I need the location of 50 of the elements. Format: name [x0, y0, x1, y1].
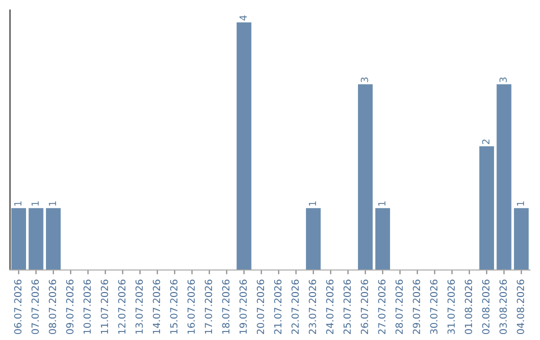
- x-tick-label: 16.07.2026: [187, 280, 195, 334]
- data-label: 1: [378, 201, 386, 206]
- x-tick-label: 02.08.2026: [482, 280, 490, 334]
- data-label: 1: [48, 201, 56, 206]
- x-tick-label: 19.07.2026: [239, 280, 247, 334]
- bar: [358, 84, 373, 270]
- x-tick-label: 10.07.2026: [83, 280, 91, 334]
- x-tick-label: 29.07.2026: [412, 280, 420, 334]
- x-tick-label: 20.07.2026: [256, 280, 264, 334]
- x-tick-label: 28.07.2026: [395, 280, 403, 334]
- x-tick-label: 21.07.2026: [274, 280, 282, 334]
- data-label: 1: [516, 201, 524, 206]
- x-tick-label: 11.07.2026: [100, 280, 108, 334]
- x-tick-label: 31.07.2026: [447, 280, 455, 334]
- x-tick-label: 09.07.2026: [66, 280, 74, 334]
- x-tick-label: 08.07.2026: [48, 280, 56, 334]
- x-tick-label: 04.08.2026: [516, 280, 524, 334]
- data-label: 1: [14, 201, 22, 206]
- x-tick-label: 24.07.2026: [326, 280, 334, 334]
- x-tick-label: 25.07.2026: [343, 280, 351, 334]
- x-tick-label: 27.07.2026: [378, 280, 386, 334]
- bar: [236, 22, 252, 270]
- x-tick-label: 22.07.2026: [291, 280, 299, 334]
- bar: [46, 208, 61, 270]
- x-tick-label: 12.07.2026: [118, 280, 126, 334]
- bar: [514, 208, 529, 270]
- x-tick-label: 14.07.2026: [152, 280, 160, 334]
- data-label: 1: [308, 201, 316, 206]
- x-tick-label: 17.07.2026: [204, 280, 212, 334]
- x-tick-label: 03.08.2026: [499, 280, 507, 334]
- data-label: 3: [499, 77, 507, 82]
- x-tick-label: 26.07.2026: [360, 280, 368, 334]
- bar: [28, 208, 44, 270]
- x-tick-label: 07.07.2026: [31, 280, 39, 334]
- bar: [496, 84, 512, 270]
- bar: [11, 208, 26, 270]
- data-label: 3: [360, 77, 368, 82]
- data-label: 2: [482, 140, 490, 144]
- x-tick-label: 23.07.2026: [308, 280, 316, 334]
- x-tick-label: 01.08.2026: [464, 280, 472, 334]
- x-tick-label: 13.07.2026: [135, 280, 143, 334]
- bar: [306, 208, 321, 270]
- bar: [479, 146, 494, 270]
- bar: [375, 208, 390, 270]
- x-tick-label: 30.07.2026: [430, 280, 438, 334]
- x-tick-label: 18.07.2026: [222, 280, 230, 334]
- x-tick-label: 15.07.2026: [170, 280, 178, 334]
- x-tick-label: 06.07.2026: [14, 280, 22, 334]
- data-label: 1: [32, 201, 39, 206]
- data-label: 4: [240, 15, 247, 21]
